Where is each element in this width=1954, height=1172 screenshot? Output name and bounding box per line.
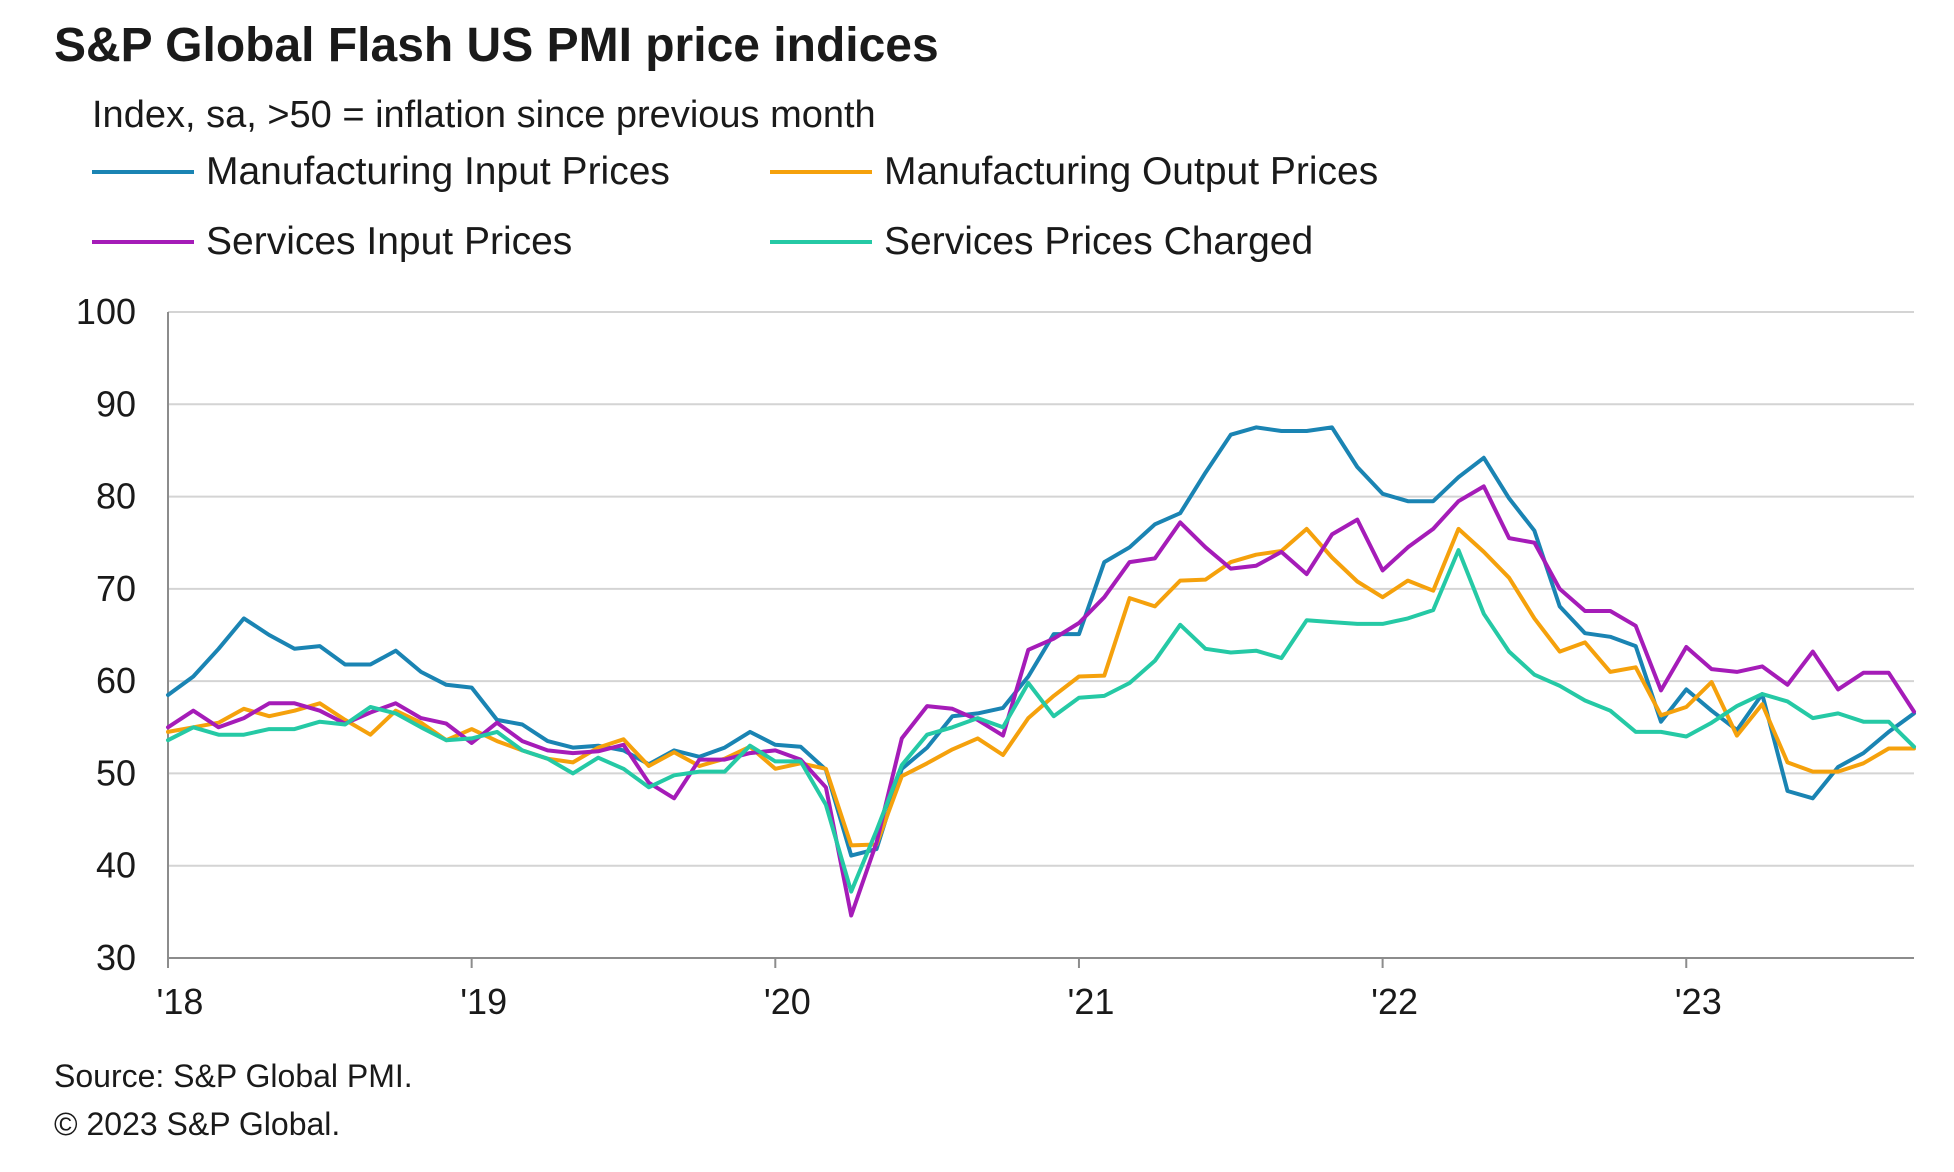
chart-title: S&P Global Flash US PMI price indices [54,19,939,72]
x-tick-label: '21 [1067,981,1114,1022]
legend-item-manufacturing-output: Manufacturing Output Prices [770,150,1378,194]
legend-item-services-charged: Services Prices Charged [770,220,1313,264]
series-line-services-prices-charged [166,548,1916,894]
y-tick-label: 70 [96,568,136,609]
legend-swatch [770,240,872,244]
legend-label: Manufacturing Input Prices [206,150,670,193]
x-tick-label: '23 [1675,981,1722,1022]
y-tick-label: 50 [96,752,136,793]
y-tick-label: 90 [96,383,136,424]
y-tick-label: 30 [96,937,136,978]
legend-label: Manufacturing Output Prices [884,150,1379,193]
chart-subtitle: Index, sa, >50 = inflation since previou… [92,94,876,136]
y-tick-label: 100 [76,291,136,332]
legend-label: Services Input Prices [206,220,573,263]
x-tick-label: '18 [157,981,204,1022]
y-tick-label: 40 [96,845,136,886]
legend-swatch [92,170,194,174]
series-line-services-input-prices [166,484,1916,918]
x-tick-label: '20 [764,981,811,1022]
x-tick-label: '19 [460,981,507,1022]
legend-item-services-input: Services Input Prices [92,220,572,264]
legend-swatch [92,240,194,244]
x-tick-label: '22 [1371,981,1418,1022]
series-line-manufacturing-input-prices [166,425,1916,858]
source-note: Source: S&P Global PMI. [54,1058,413,1094]
legend-item-manufacturing-input: Manufacturing Input Prices [92,150,670,194]
legend-label: Services Prices Charged [884,220,1314,263]
copyright-note: © 2023 S&P Global. [54,1106,341,1142]
y-tick-label: 60 [96,660,136,701]
y-tick-label: 80 [96,476,136,517]
series-line-manufacturing-output-prices [166,526,1916,848]
legend-swatch [770,170,872,174]
